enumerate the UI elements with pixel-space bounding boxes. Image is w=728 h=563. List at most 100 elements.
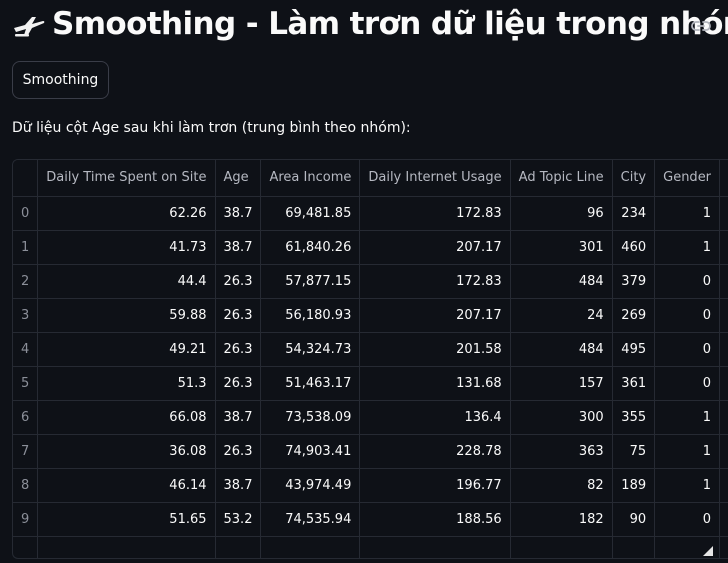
column-header[interactable]: Age: [215, 160, 262, 197]
table-cell[interactable]: 26.3: [215, 298, 262, 333]
table-cell[interactable]: 1: [654, 434, 721, 469]
table-cell[interactable]: 41.73: [37, 230, 216, 265]
table-cell[interactable]: [719, 434, 728, 469]
table-cell[interactable]: 75: [612, 434, 656, 469]
table-cell[interactable]: [612, 536, 656, 558]
table-cell[interactable]: 269: [612, 298, 656, 333]
table-cell[interactable]: [654, 536, 721, 558]
table-cell[interactable]: [719, 332, 728, 367]
table-cell[interactable]: [719, 196, 728, 231]
table-cell[interactable]: [719, 502, 728, 537]
table-cell[interactable]: 379: [612, 264, 656, 299]
table-cell[interactable]: 172.83: [359, 264, 511, 299]
table-cell[interactable]: 188.56: [359, 502, 511, 537]
column-header[interactable]: City: [612, 160, 656, 197]
dataframe[interactable]: Daily Time Spent on Site Age Area Income…: [12, 159, 728, 559]
table-cell[interactable]: 38.7: [215, 400, 262, 435]
smoothing-button[interactable]: Smoothing: [12, 61, 109, 99]
table-cell[interactable]: 56,180.93: [260, 298, 361, 333]
table-cell[interactable]: 0: [654, 264, 721, 299]
table-cell[interactable]: 460: [612, 230, 656, 265]
column-header[interactable]: Daily Internet Usage: [359, 160, 511, 197]
column-header[interactable]: Ad Topic Line: [510, 160, 613, 197]
table-cell[interactable]: [719, 264, 728, 299]
table-cell[interactable]: 136.4: [359, 400, 511, 435]
table-cell[interactable]: 73,538.09: [260, 400, 361, 435]
column-header[interactable]: C: [719, 160, 728, 197]
column-header[interactable]: Daily Time Spent on Site: [37, 160, 216, 197]
table-cell[interactable]: 61,840.26: [260, 230, 361, 265]
table-cell[interactable]: 207.17: [359, 298, 511, 333]
anchor-link-icon[interactable]: [690, 15, 712, 37]
table-cell[interactable]: 38.7: [215, 468, 262, 503]
table-cell[interactable]: 234: [612, 196, 656, 231]
resize-handle-icon[interactable]: [703, 546, 713, 556]
table-cell[interactable]: [260, 536, 361, 558]
column-header[interactable]: Area Income: [260, 160, 361, 197]
table-cell[interactable]: 44.4: [37, 264, 216, 299]
table-cell[interactable]: 26.3: [215, 264, 262, 299]
table-cell[interactable]: [719, 230, 728, 265]
table-cell[interactable]: 207.17: [359, 230, 511, 265]
table-cell[interactable]: 300: [510, 400, 613, 435]
table-cell[interactable]: 57,877.15: [260, 264, 361, 299]
table-cell[interactable]: 38.7: [215, 196, 262, 231]
table-cell[interactable]: [719, 366, 728, 401]
table-cell[interactable]: 36.08: [37, 434, 216, 469]
table-cell[interactable]: 361: [612, 366, 656, 401]
table-cell[interactable]: 26.3: [215, 366, 262, 401]
table-cell[interactable]: 196.77: [359, 468, 511, 503]
table-cell[interactable]: 1: [654, 196, 721, 231]
table-cell[interactable]: [719, 468, 728, 503]
table-cell[interactable]: [359, 536, 511, 558]
table-cell[interactable]: 24: [510, 298, 613, 333]
table-cell[interactable]: 54,324.73: [260, 332, 361, 367]
table-cell[interactable]: 51,463.17: [260, 366, 361, 401]
table-cell[interactable]: 51.3: [37, 366, 216, 401]
table-cell[interactable]: 0: [654, 332, 721, 367]
table-cell[interactable]: 66.08: [37, 400, 216, 435]
table-cell[interactable]: 484: [510, 264, 613, 299]
table-cell[interactable]: 62.26: [37, 196, 216, 231]
table-cell[interactable]: 495: [612, 332, 656, 367]
table-cell[interactable]: [215, 536, 262, 558]
table-cell[interactable]: 43,974.49: [260, 468, 361, 503]
table-cell[interactable]: 26.3: [215, 434, 262, 469]
table-cell[interactable]: 131.68: [359, 366, 511, 401]
table-cell[interactable]: 201.58: [359, 332, 511, 367]
table-cell[interactable]: [719, 400, 728, 435]
table-cell[interactable]: 96: [510, 196, 613, 231]
table-cell[interactable]: 172.83: [359, 196, 511, 231]
table-cell[interactable]: 51.65: [37, 502, 216, 537]
table-cell[interactable]: 26.3: [215, 332, 262, 367]
table-cell[interactable]: [37, 536, 216, 558]
table-cell[interactable]: 38.7: [215, 230, 262, 265]
table-cell[interactable]: 228.78: [359, 434, 511, 469]
table-cell[interactable]: 1: [654, 468, 721, 503]
table-cell[interactable]: 53.2: [215, 502, 262, 537]
column-header[interactable]: Gender: [654, 160, 721, 197]
table-cell[interactable]: 69,481.85: [260, 196, 361, 231]
table-cell[interactable]: 90: [612, 502, 656, 537]
table-cell[interactable]: 59.88: [37, 298, 216, 333]
table-cell[interactable]: 189: [612, 468, 656, 503]
table-cell[interactable]: 49.21: [37, 332, 216, 367]
table-cell[interactable]: 301: [510, 230, 613, 265]
table-cell[interactable]: 46.14: [37, 468, 216, 503]
table-cell[interactable]: 74,903.41: [260, 434, 361, 469]
table-cell[interactable]: 484: [510, 332, 613, 367]
table-cell[interactable]: [719, 298, 728, 333]
table-cell[interactable]: 1: [654, 400, 721, 435]
table-cell[interactable]: 363: [510, 434, 613, 469]
table-cell[interactable]: 157: [510, 366, 613, 401]
table-cell[interactable]: 0: [654, 298, 721, 333]
table-cell[interactable]: 182: [510, 502, 613, 537]
table-cell[interactable]: 1: [654, 230, 721, 265]
table-cell[interactable]: 0: [654, 366, 721, 401]
table-cell[interactable]: 0: [654, 502, 721, 537]
table-cell[interactable]: [510, 536, 613, 558]
table-cell[interactable]: 74,535.94: [260, 502, 361, 537]
table-cell[interactable]: [719, 536, 728, 558]
table-cell[interactable]: 355: [612, 400, 656, 435]
table-cell[interactable]: 82: [510, 468, 613, 503]
